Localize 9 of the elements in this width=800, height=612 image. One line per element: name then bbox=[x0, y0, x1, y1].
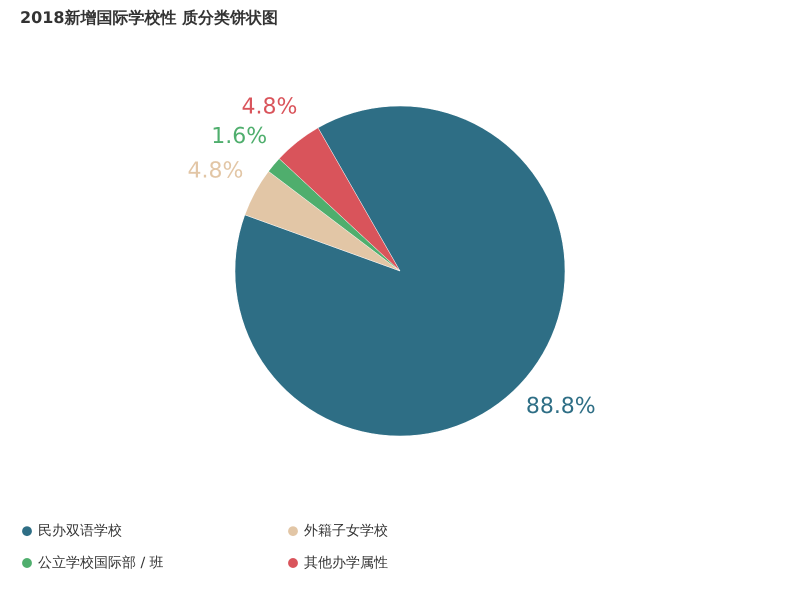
data-label: 1.6% bbox=[211, 124, 268, 149]
data-label: 88.8% bbox=[526, 394, 596, 420]
chart-title: 2018新增国际学校性 质分类饼状图 bbox=[20, 8, 278, 27]
data-label: 4.8% bbox=[242, 94, 298, 120]
legend-label: 其他办学属性 bbox=[304, 555, 388, 571]
legend-label: 外籍子女学校 bbox=[304, 523, 388, 540]
data-label: 4.8% bbox=[188, 158, 244, 184]
legend-label: 公立学校国际部 / 班 bbox=[38, 555, 164, 571]
legend-label: 民办双语学校 bbox=[38, 523, 122, 540]
